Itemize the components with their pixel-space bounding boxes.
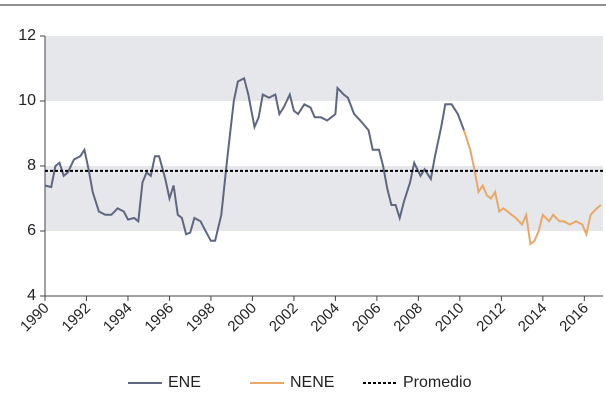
- x-tick-label: 2016: [556, 300, 592, 336]
- x-tick-label: 2000: [224, 300, 260, 336]
- y-tick-label: 12: [18, 27, 36, 44]
- y-tick-label: 8: [27, 157, 36, 174]
- x-tick-label: 2008: [390, 300, 426, 336]
- line-series: [44, 76, 465, 242]
- x-tick-label: 2002: [266, 300, 302, 336]
- y-tick-label: 4: [27, 287, 36, 304]
- x-tick-label: 1992: [59, 300, 95, 336]
- x-tick-label: 1996: [141, 300, 177, 336]
- x-tick-label: 2004: [307, 300, 343, 336]
- legend-label: NENE: [290, 374, 334, 391]
- y-tick-label: 10: [18, 92, 36, 109]
- x-tick-label: 1994: [100, 300, 136, 336]
- x-tick-label: 2014: [515, 300, 551, 336]
- x-tick-label: 2006: [349, 300, 385, 336]
- legend-label: Promedio: [403, 374, 472, 391]
- y-tick-label: 6: [27, 222, 36, 239]
- legend-label: ENE: [168, 374, 201, 391]
- shaded-band: [45, 36, 603, 101]
- x-tick-label: 2010: [432, 300, 468, 336]
- x-tick-label: 2012: [473, 300, 509, 336]
- line-series: [463, 129, 602, 246]
- x-tick-label: 1990: [17, 300, 53, 336]
- x-tick-label: 1998: [183, 300, 219, 336]
